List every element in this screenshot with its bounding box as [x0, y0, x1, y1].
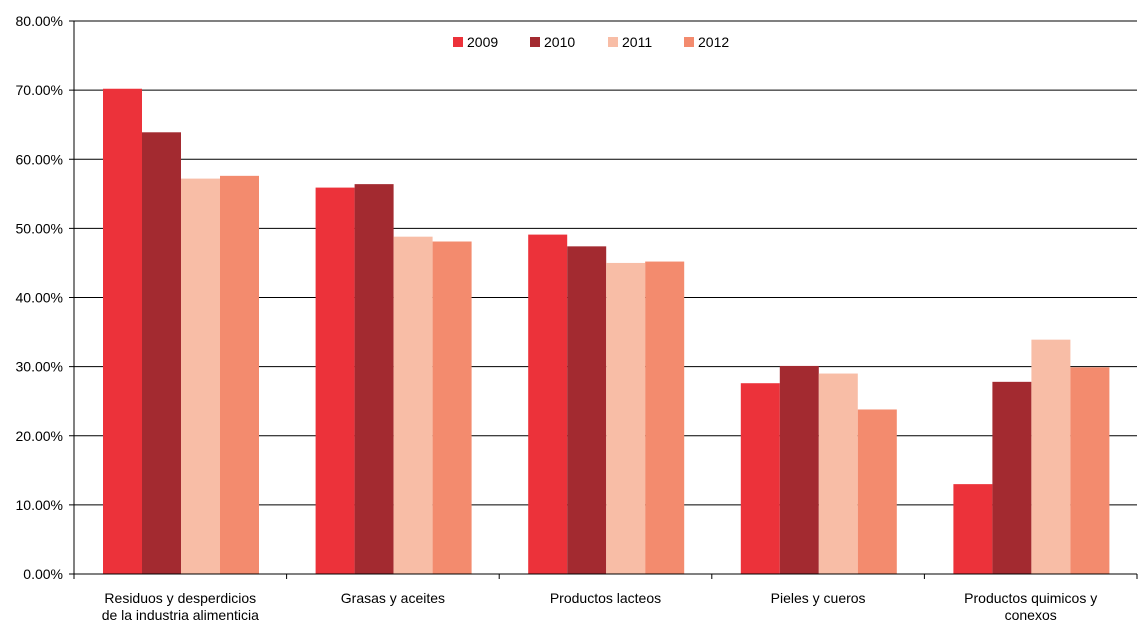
x-tick-label: Pieles y cueros: [771, 590, 866, 606]
y-tick-label: 50.00%: [16, 220, 63, 236]
legend-label: 2010: [544, 34, 575, 50]
legend-item: 2012: [684, 34, 729, 50]
x-tick-label-line: Productos lacteos: [550, 590, 661, 606]
x-tick-label-line: conexos: [1005, 607, 1057, 622]
bar: [528, 234, 568, 574]
bar: [857, 409, 897, 574]
axes: [69, 20, 1138, 579]
bar: [354, 184, 394, 574]
x-tick-label: Productos quimicos y conexos: [964, 590, 1097, 622]
legend-swatch: [608, 37, 618, 47]
legend-item: 2010: [530, 34, 575, 50]
x-tick-label: Grasas y aceites: [341, 590, 445, 606]
bar: [432, 241, 472, 575]
legend-swatch: [684, 37, 694, 47]
bar: [992, 381, 1032, 574]
bar: [103, 88, 142, 575]
y-tick-label: 20.00%: [16, 428, 63, 444]
legend-swatch: [530, 37, 540, 47]
bar: [220, 175, 259, 574]
bar: [315, 187, 355, 574]
legend-label: 2009: [467, 34, 498, 50]
bar: [567, 246, 607, 574]
y-tick-label: 80.00%: [16, 13, 63, 29]
legend: 2009 2010 2011 2012: [453, 34, 729, 50]
y-tick-label: 0.00%: [23, 566, 63, 582]
bars: [103, 88, 1110, 575]
bar: [1070, 367, 1110, 574]
legend-item: 2009: [453, 34, 498, 50]
bar: [645, 261, 685, 574]
x-tick-label: Productos lacteos: [550, 590, 661, 606]
legend-item: 2011: [608, 34, 652, 50]
bar: [740, 383, 780, 574]
x-tick-label: Residuos y desperdicios de la industria a…: [102, 590, 259, 622]
bar: [181, 178, 220, 575]
bar: [779, 365, 819, 574]
legend-label: 2011: [622, 34, 652, 50]
y-tick-labels: 0.00% 10.00% 20.00% 30.00% 40.00% 50.00% 60.00…: [16, 13, 63, 582]
y-tick-label: 30.00%: [16, 359, 63, 375]
x-tick-label-line: de la industria alimenticia: [102, 607, 259, 622]
y-tick-label: 70.00%: [16, 82, 63, 98]
legend-label: 2012: [698, 34, 729, 50]
x-tick-labels: Residuos y desperdicios de la industria a…: [102, 590, 1098, 623]
y-tick-label: 10.00%: [16, 497, 63, 513]
x-tick-label-line: Residuos y desperdicios: [104, 590, 256, 606]
x-tick-label-line: Pieles y cueros: [771, 590, 866, 606]
bar: [606, 262, 646, 574]
bar: [393, 236, 433, 575]
bar: [953, 484, 993, 574]
y-tick-label: 60.00%: [16, 151, 63, 167]
y-tick-label: 40.00%: [16, 290, 63, 306]
x-tick-label-line: Grasas y aceites: [341, 590, 445, 606]
bar: [142, 132, 181, 574]
bar: [818, 373, 858, 574]
bar: [1031, 339, 1071, 574]
legend-swatch: [453, 37, 463, 47]
x-tick-label-line: Productos quimicos y: [964, 590, 1097, 606]
